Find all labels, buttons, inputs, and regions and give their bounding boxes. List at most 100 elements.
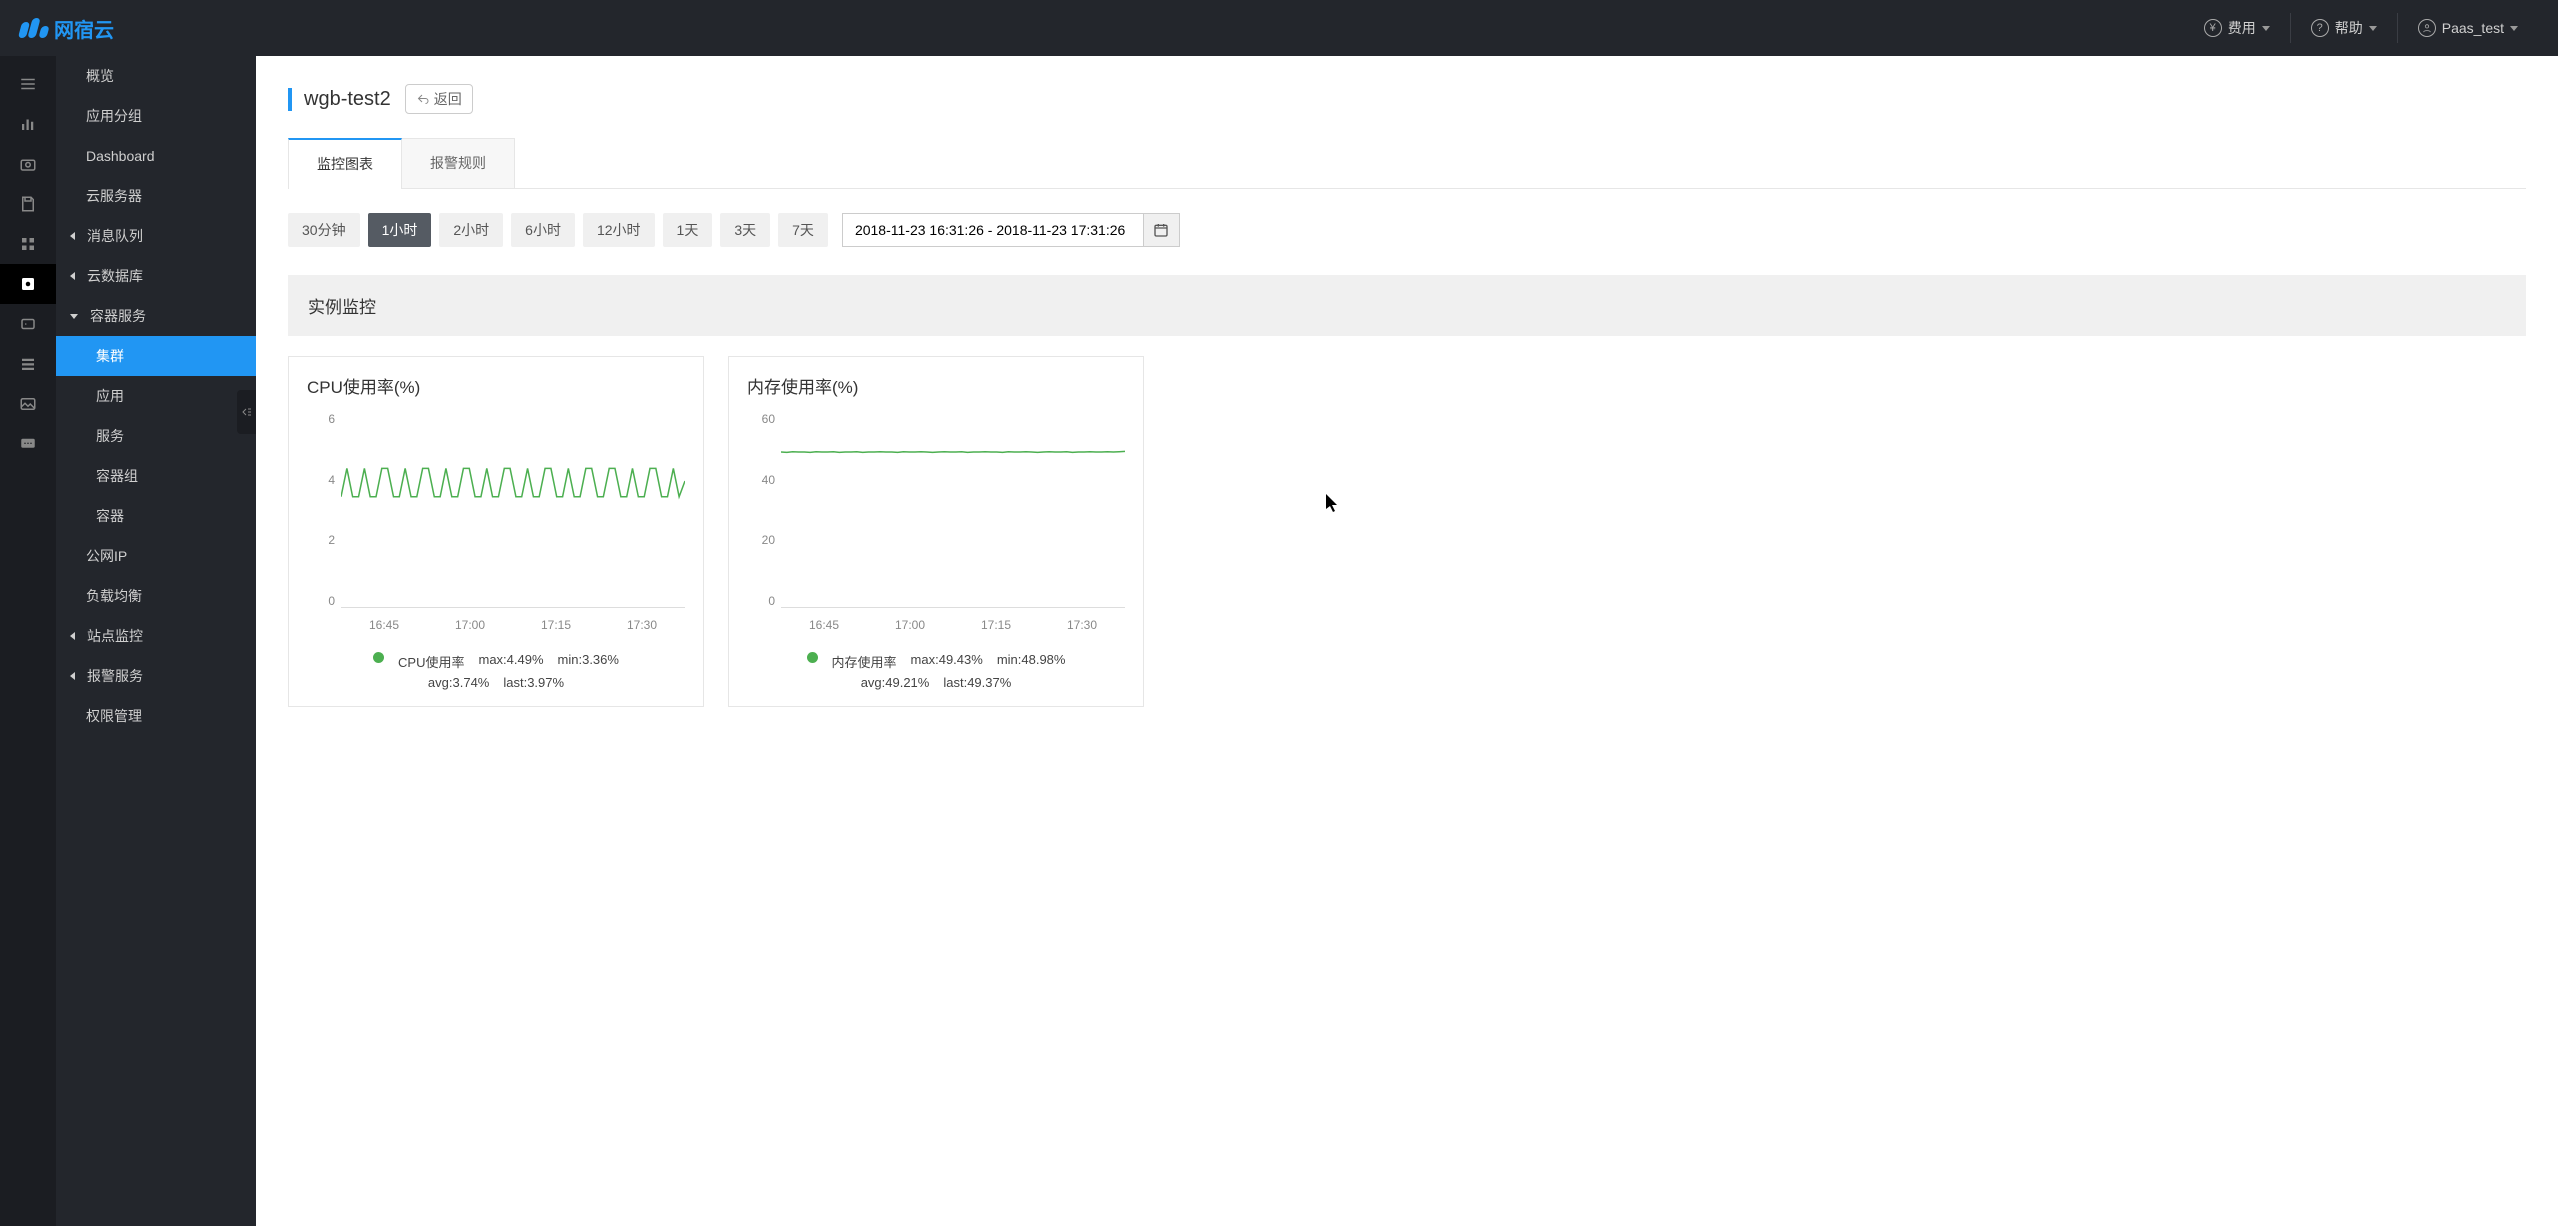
sidebar-item-label: 集群: [96, 346, 124, 366]
user-menu[interactable]: Paas_test: [2397, 13, 2538, 43]
time-range-button[interactable]: 30分钟: [288, 213, 360, 247]
rail-list-icon[interactable]: [0, 344, 56, 384]
legend-dot-icon: [373, 652, 384, 663]
sidebar-item[interactable]: 集群: [56, 336, 256, 376]
back-label: 返回: [434, 89, 462, 109]
section-title: 实例监控: [288, 275, 2526, 336]
chevron-right-icon: [70, 632, 75, 640]
brand-logo[interactable]: 网宿云: [20, 14, 114, 43]
sidebar-item-label: 负载均衡: [86, 586, 142, 606]
collapse-sidebar-button[interactable]: [237, 390, 256, 434]
date-range-input[interactable]: [843, 214, 1143, 246]
main-content: wgb-test2 返回 监控图表 报警规则 30分钟1小时2小时6小时12小时…: [256, 56, 2558, 1226]
chevron-down-icon: [2262, 26, 2270, 31]
cpu-chart-plot: 6420 16:4517:0017:1517:30: [307, 412, 685, 632]
sidebar-item[interactable]: 应用: [56, 376, 256, 416]
time-range-button[interactable]: 3天: [720, 213, 770, 247]
sidebar-item[interactable]: 报警服务: [56, 656, 256, 696]
calendar-button[interactable]: [1143, 214, 1179, 246]
sidebar-item[interactable]: 权限管理: [56, 696, 256, 736]
cpu-stat-avg: avg:3.74%: [428, 675, 489, 690]
sidebar-item-label: 容器: [96, 506, 124, 526]
help-label: 帮助: [2335, 18, 2363, 38]
cpu-chart-card: CPU使用率(%) 6420 16:4517:0017:1517:30 CPU使…: [288, 356, 704, 707]
time-range-button[interactable]: 6小时: [511, 213, 575, 247]
rail-chart-icon[interactable]: [0, 104, 56, 144]
sidebar-item-label: 报警服务: [87, 666, 143, 686]
page-title: wgb-test2: [288, 88, 391, 111]
fee-label: 费用: [2228, 18, 2256, 38]
page-header: wgb-test2 返回: [288, 84, 2526, 114]
sidebar-item[interactable]: Dashboard: [56, 136, 256, 176]
fee-menu[interactable]: ¥ 费用: [2184, 13, 2290, 43]
cpu-stat-last: last:3.97%: [503, 675, 564, 690]
mem-chart-legend: 内存使用率 max:49.43% min:48.98% avg:49.21% l…: [747, 652, 1125, 690]
time-range-button[interactable]: 1天: [663, 213, 713, 247]
cpu-y-axis: 6420: [307, 412, 335, 608]
tab-alarm[interactable]: 报警规则: [401, 138, 515, 188]
rail-image-icon[interactable]: [0, 384, 56, 424]
sidebar-item[interactable]: 公网IP: [56, 536, 256, 576]
sidebar-item-label: 概览: [86, 66, 114, 86]
sidebar-item[interactable]: 负载均衡: [56, 576, 256, 616]
sidebar-item-label: 容器组: [96, 466, 138, 486]
mem-chart-title: 内存使用率(%): [747, 373, 1125, 398]
time-range-button[interactable]: 1小时: [368, 213, 432, 247]
back-arrow-icon: [416, 93, 430, 105]
brand-name: 网宿云: [54, 14, 114, 43]
rail-container-icon[interactable]: [0, 304, 56, 344]
chevron-down-icon: [2369, 26, 2377, 31]
sidebar-item[interactable]: 应用分组: [56, 96, 256, 136]
chevron-right-icon: [70, 232, 75, 240]
side-nav: 概览应用分组 Dashboard云服务器消息队列云数据库容器服务集群应用服务容器组…: [56, 56, 256, 1226]
cpu-chart-legend: CPU使用率 max:4.49% min:3.36% avg:3.74% las…: [307, 652, 685, 690]
sidebar-item[interactable]: 概览: [56, 56, 256, 96]
back-button[interactable]: 返回: [405, 84, 473, 114]
sidebar-item-label: 权限管理: [86, 706, 142, 726]
sidebar-item-label: 应用分组: [86, 106, 142, 126]
sidebar-item-label: 站点监控: [87, 626, 143, 646]
mem-chart-plot: 6040200 16:4517:0017:1517:30: [747, 412, 1125, 632]
time-range-button[interactable]: 12小时: [583, 213, 655, 247]
mem-plot-area: [781, 418, 1125, 608]
rail-camera-icon[interactable]: [0, 144, 56, 184]
rail-monitor-icon[interactable]: [0, 264, 56, 304]
rail-message-icon[interactable]: [0, 424, 56, 464]
chevron-down-icon: [2510, 26, 2518, 31]
mem-chart-card: 内存使用率(%) 6040200 16:4517:0017:1517:30 内存…: [728, 356, 1144, 707]
mem-y-axis: 6040200: [747, 412, 775, 608]
sidebar-item[interactable]: 云数据库: [56, 256, 256, 296]
time-range-button[interactable]: 2小时: [439, 213, 503, 247]
sidebar-item[interactable]: 站点监控: [56, 616, 256, 656]
time-range-button[interactable]: 7天: [778, 213, 828, 247]
rail-save-icon[interactable]: [0, 184, 56, 224]
sidebar-item[interactable]: 容器服务: [56, 296, 256, 336]
user-icon: [2418, 19, 2436, 37]
chevron-down-icon: [70, 314, 78, 319]
legend-dot-icon: [807, 652, 818, 663]
mem-legend-name: 内存使用率: [832, 652, 897, 671]
help-menu[interactable]: ? 帮助: [2290, 13, 2397, 43]
cpu-stat-max: max:4.49%: [478, 652, 543, 671]
sidebar-item[interactable]: 容器组: [56, 456, 256, 496]
sidebar-item[interactable]: 容器: [56, 496, 256, 536]
sidebar-item-label: 应用: [96, 386, 124, 406]
charts-row: CPU使用率(%) 6420 16:4517:0017:1517:30 CPU使…: [288, 356, 2526, 707]
rail-menu-icon[interactable]: [0, 64, 56, 104]
sidebar-item[interactable]: 服务: [56, 416, 256, 456]
date-range-picker[interactable]: [842, 213, 1180, 247]
mem-stat-avg: avg:49.21%: [861, 675, 930, 690]
time-buttons: 30分钟1小时2小时6小时12小时1天3天7天: [288, 213, 828, 247]
sidebar-item[interactable]: 云服务器: [56, 176, 256, 216]
icon-rail: [0, 56, 56, 1226]
cpu-plot-area: [341, 418, 685, 608]
mem-stat-last: last:49.37%: [943, 675, 1011, 690]
cpu-chart-title: CPU使用率(%): [307, 373, 685, 398]
cpu-stat-min: min:3.36%: [558, 652, 619, 671]
sidebar-item-label: 云数据库: [87, 266, 143, 286]
tab-monitor[interactable]: 监控图表: [288, 138, 402, 188]
rail-grid-icon[interactable]: [0, 224, 56, 264]
topbar-right: ¥ 费用 ? 帮助 Paas_test: [2184, 13, 2538, 43]
sidebar-item[interactable]: 消息队列: [56, 216, 256, 256]
calendar-icon: [1153, 222, 1169, 238]
